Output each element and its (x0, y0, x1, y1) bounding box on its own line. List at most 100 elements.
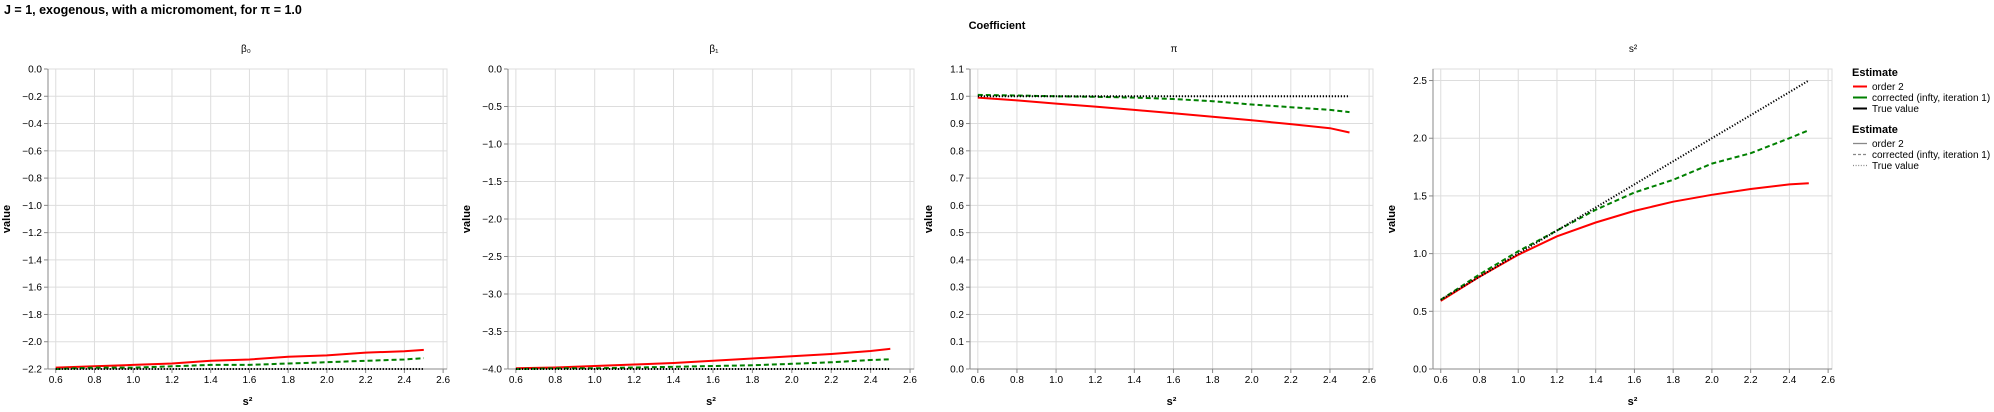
legend-label: order 2 (1872, 139, 1904, 150)
y-tick-label: −0.4 (22, 119, 42, 130)
y-tick-label: 0.5 (1413, 307, 1427, 318)
y-tick-label: −0.8 (22, 174, 42, 185)
series-line-order-2 (977, 96, 1350, 134)
chart-panel-3: π 0.0 0.1 0.2 0.3 0.4 0.5 0.6 0.7 0.8 0.9 1.0 1.1 0.6… (923, 44, 1376, 408)
x-tick-label: 1.4 (1589, 375, 1603, 386)
x-tick-label: 1.8 (281, 375, 295, 386)
x-tick-label: 0.6 (509, 375, 523, 386)
x-tick-label: 1.2 (165, 375, 179, 386)
x-tick-label: 1.8 (745, 375, 759, 386)
x-tick-label: 1.0 (1511, 375, 1525, 386)
series-line-true-value (1440, 79, 1810, 301)
x-tick-label: 1.4 (1127, 375, 1141, 386)
facet-header: Coefficient (968, 20, 1026, 32)
x-tick-label: 1.6 (242, 375, 256, 386)
panel-title: π (1171, 44, 1178, 55)
y-tick-label: 0.5 (950, 228, 964, 239)
series-line-corrected-infty-iteration-1 (55, 357, 424, 370)
x-tick-label: 0.8 (548, 375, 562, 386)
y-tick-label: 0.2 (950, 310, 964, 321)
plot-frame (1432, 68, 1833, 370)
plot-frame (47, 68, 448, 370)
x-tick-label: 2.4 (864, 375, 878, 386)
x-tick-label: 1.6 (1167, 375, 1181, 386)
legend-title: Estimate (1852, 124, 1898, 136)
x-tick-label: 2.4 (1782, 375, 1796, 386)
x-tick-label: 1.4 (667, 375, 681, 386)
y-tick-label: −1.4 (22, 255, 42, 266)
x-tick-label: 2.2 (1284, 375, 1298, 386)
x-tick-label: 2.6 (903, 375, 917, 386)
x-tick-label: 1.4 (204, 375, 218, 386)
y-axis-label: value (461, 205, 473, 233)
y-tick-label: 0.4 (950, 255, 964, 266)
x-tick-label: 1.2 (1550, 375, 1564, 386)
legend-label: corrected (infty, iteration 1) (1872, 93, 1990, 104)
y-tick-label: 1.5 (1413, 191, 1427, 202)
x-axis-label: s² (243, 396, 253, 408)
chart-panel-4: s² 0.0 0.5 1.0 1.5 2.0 2.5 0.6 0.8 1.0 1.2 1.4 1.6 1.… (1386, 44, 1836, 408)
y-tick-label: 0.1 (950, 337, 964, 348)
x-tick-label: 1.2 (627, 375, 641, 386)
y-tick-label: 0.0 (488, 65, 502, 76)
y-tick-label: 2.5 (1413, 76, 1427, 87)
x-tick-label: 2.0 (785, 375, 799, 386)
x-tick-label: 1.8 (1666, 375, 1680, 386)
x-axis-label: s² (706, 396, 716, 408)
x-tick-label: 1.0 (588, 375, 602, 386)
x-tick-label: 0.6 (49, 375, 63, 386)
y-tick-label: 0.7 (950, 174, 964, 185)
x-tick-label: 2.4 (1323, 375, 1337, 386)
x-tick-label: 2.0 (320, 375, 334, 386)
x-tick-label: 2.0 (1245, 375, 1259, 386)
legend-label: corrected (infty, iteration 1) (1872, 150, 1990, 161)
y-tick-label: −1.6 (22, 283, 42, 294)
y-tick-label: 1.0 (1413, 249, 1427, 260)
y-tick-label: −4.0 (482, 365, 502, 376)
panel-title: β₁ (709, 44, 719, 55)
y-tick-label: −1.8 (22, 310, 42, 321)
y-axis-label: value (923, 205, 935, 233)
y-tick-label: −2.2 (22, 365, 42, 376)
series-line-corrected-infty-iteration-1 (1440, 129, 1810, 301)
y-tick-label: −0.5 (482, 102, 502, 113)
y-tick-label: −3.5 (482, 327, 502, 338)
page-title: J = 1, exogenous, with a micromoment, fo… (4, 3, 302, 17)
y-tick-label: −3.0 (482, 290, 502, 301)
x-axis-label: s² (1628, 396, 1638, 408)
y-tick-label: −1.2 (22, 228, 42, 239)
x-tick-label: 2.6 (1362, 375, 1376, 386)
y-tick-label: 1.1 (950, 65, 964, 76)
x-tick-label: 2.4 (397, 375, 411, 386)
x-tick-label: 0.8 (88, 375, 102, 386)
x-tick-label: 1.2 (1088, 375, 1102, 386)
legend-label: True value (1872, 161, 1919, 172)
x-axis-label: s² (1167, 396, 1177, 408)
y-tick-label: 0.0 (28, 65, 42, 76)
y-tick-label: 0.0 (950, 365, 964, 376)
legend-title: Estimate (1852, 67, 1898, 79)
chart-panel-2: β₁ 0.0 −0.5 −1.0 −1.5 −2.0 −2.5 −3.0 −3.5 −4.0 0.6… (461, 44, 917, 408)
y-tick-label: 0.3 (950, 283, 964, 294)
legend-label: order 2 (1872, 82, 1904, 93)
y-tick-label: 0.0 (1413, 365, 1427, 376)
y-tick-label: 0.6 (950, 201, 964, 212)
x-tick-label: 2.0 (1705, 375, 1719, 386)
y-tick-label: 2.0 (1413, 134, 1427, 145)
series-line-corrected-infty-iteration-1 (515, 358, 891, 370)
x-tick-label: 1.0 (1049, 375, 1063, 386)
y-tick-label: −1.5 (482, 177, 502, 188)
x-tick-label: 0.8 (1473, 375, 1487, 386)
x-tick-label: 2.2 (359, 375, 373, 386)
series-line-order-2 (55, 348, 424, 369)
y-tick-label: 1.0 (950, 92, 964, 103)
y-tick-label: 0.8 (950, 146, 964, 157)
x-tick-label: 2.2 (1744, 375, 1758, 386)
x-tick-label: 1.6 (1627, 375, 1641, 386)
legend-label: True value (1872, 104, 1919, 115)
x-tick-label: 0.8 (1010, 375, 1024, 386)
y-tick-label: −2.0 (22, 337, 42, 348)
x-tick-label: 0.6 (971, 375, 985, 386)
